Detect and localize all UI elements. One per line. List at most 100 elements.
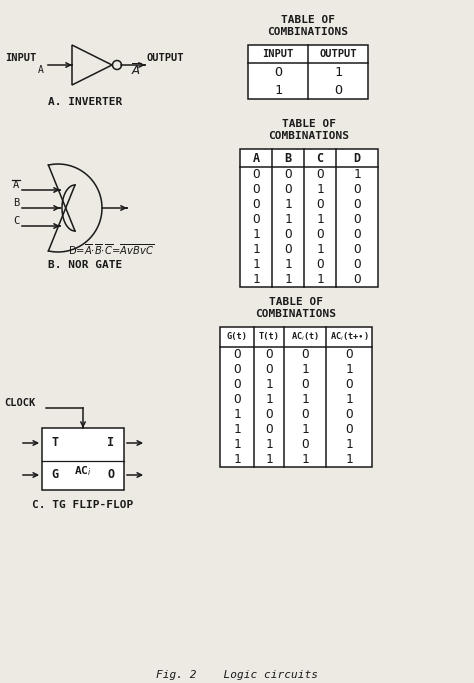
Text: 1: 1 bbox=[316, 273, 324, 286]
Text: AC$_i$(t): AC$_i$(t) bbox=[291, 331, 319, 344]
Text: T: T bbox=[52, 436, 59, 449]
Text: 1: 1 bbox=[265, 393, 273, 406]
Text: O: O bbox=[345, 348, 353, 361]
Text: O: O bbox=[345, 378, 353, 391]
Text: 1: 1 bbox=[284, 198, 292, 211]
Text: TABLE OF: TABLE OF bbox=[282, 119, 336, 129]
Text: O: O bbox=[316, 258, 324, 271]
Text: O: O bbox=[353, 213, 361, 226]
Text: O: O bbox=[252, 198, 260, 211]
Text: O: O bbox=[233, 378, 241, 391]
Text: 1: 1 bbox=[284, 258, 292, 271]
Text: B: B bbox=[284, 152, 292, 165]
Text: 1: 1 bbox=[233, 408, 241, 421]
Text: 1: 1 bbox=[316, 183, 324, 196]
Text: O: O bbox=[316, 228, 324, 241]
Text: 1: 1 bbox=[265, 438, 273, 451]
Text: TABLE OF: TABLE OF bbox=[281, 15, 335, 25]
Text: 1: 1 bbox=[316, 213, 324, 226]
Text: AC$_i$(t+$\bullet$): AC$_i$(t+$\bullet$) bbox=[329, 331, 368, 344]
Text: 1: 1 bbox=[233, 453, 241, 466]
Text: OUTPUT: OUTPUT bbox=[147, 53, 184, 63]
Text: 1: 1 bbox=[274, 83, 282, 96]
Text: 1: 1 bbox=[301, 393, 309, 406]
Text: 1: 1 bbox=[301, 423, 309, 436]
Text: Fig. 2    Logic circuits: Fig. 2 Logic circuits bbox=[156, 670, 318, 680]
Text: 1: 1 bbox=[233, 423, 241, 436]
Text: O: O bbox=[265, 408, 273, 421]
Text: O: O bbox=[252, 168, 260, 181]
Text: 1: 1 bbox=[345, 453, 353, 466]
Text: O: O bbox=[353, 273, 361, 286]
Text: COMBINATIONS: COMBINATIONS bbox=[267, 27, 348, 37]
Text: INPUT: INPUT bbox=[5, 53, 36, 63]
Text: 1: 1 bbox=[345, 438, 353, 451]
Text: O: O bbox=[316, 168, 324, 181]
Text: O: O bbox=[252, 183, 260, 196]
Text: 1: 1 bbox=[316, 243, 324, 256]
Text: O: O bbox=[301, 408, 309, 421]
Text: O: O bbox=[233, 363, 241, 376]
Text: O: O bbox=[274, 66, 282, 79]
Text: 1: 1 bbox=[353, 168, 361, 181]
Text: D: D bbox=[354, 152, 361, 165]
Text: 1: 1 bbox=[284, 273, 292, 286]
Text: A: A bbox=[253, 152, 260, 165]
Bar bbox=[42, 428, 124, 490]
Text: B: B bbox=[13, 198, 19, 208]
Text: O: O bbox=[252, 213, 260, 226]
Text: O: O bbox=[345, 408, 353, 421]
Text: 1: 1 bbox=[284, 213, 292, 226]
Text: TABLE OF: TABLE OF bbox=[269, 297, 323, 307]
Text: G(t): G(t) bbox=[227, 333, 247, 342]
Text: AC$_i$: AC$_i$ bbox=[74, 464, 92, 478]
Text: O: O bbox=[108, 469, 115, 482]
Text: 1: 1 bbox=[252, 228, 260, 241]
Text: O: O bbox=[345, 423, 353, 436]
Text: 1: 1 bbox=[252, 258, 260, 271]
Text: 1: 1 bbox=[265, 453, 273, 466]
Text: A. INVERTER: A. INVERTER bbox=[48, 97, 122, 107]
Text: G: G bbox=[52, 469, 59, 482]
Text: COMBINATIONS: COMBINATIONS bbox=[255, 309, 337, 319]
Text: O: O bbox=[353, 243, 361, 256]
Text: O: O bbox=[301, 438, 309, 451]
Text: O: O bbox=[353, 228, 361, 241]
Text: O: O bbox=[316, 198, 324, 211]
Text: O: O bbox=[301, 348, 309, 361]
Text: T(t): T(t) bbox=[258, 333, 280, 342]
Text: INPUT: INPUT bbox=[263, 49, 293, 59]
Text: O: O bbox=[353, 258, 361, 271]
Text: A: A bbox=[38, 65, 44, 75]
Text: 1: 1 bbox=[345, 363, 353, 376]
Text: OUTPUT: OUTPUT bbox=[319, 49, 357, 59]
Text: 1: 1 bbox=[265, 378, 273, 391]
Text: O: O bbox=[353, 183, 361, 196]
Text: O: O bbox=[265, 348, 273, 361]
Text: COMBINATIONS: COMBINATIONS bbox=[268, 131, 349, 141]
Text: CLOCK: CLOCK bbox=[4, 398, 35, 408]
Text: 1: 1 bbox=[345, 393, 353, 406]
Text: 1: 1 bbox=[301, 453, 309, 466]
Text: O: O bbox=[265, 423, 273, 436]
Text: O: O bbox=[284, 168, 292, 181]
Text: I: I bbox=[108, 436, 115, 449]
Text: 1: 1 bbox=[252, 243, 260, 256]
Text: O: O bbox=[334, 83, 342, 96]
Text: O: O bbox=[233, 348, 241, 361]
Text: C. TG FLIP-FLOP: C. TG FLIP-FLOP bbox=[32, 500, 134, 510]
Text: C: C bbox=[13, 216, 19, 226]
Text: 1: 1 bbox=[252, 273, 260, 286]
Text: 1: 1 bbox=[334, 66, 342, 79]
Text: C: C bbox=[317, 152, 324, 165]
Text: O: O bbox=[265, 363, 273, 376]
Text: O: O bbox=[233, 393, 241, 406]
Text: O: O bbox=[353, 198, 361, 211]
Text: 1: 1 bbox=[233, 438, 241, 451]
Text: O: O bbox=[284, 243, 292, 256]
Text: D=$\overline{A}$$\cdot$$\overline{B}$$\cdot$$\overline{C}$=$\overline{AvBvC}$: D=$\overline{A}$$\cdot$$\overline{B}$$\c… bbox=[68, 242, 154, 257]
Text: O: O bbox=[284, 228, 292, 241]
Bar bbox=[240, 149, 378, 287]
Text: $\overline{A}$: $\overline{A}$ bbox=[131, 62, 142, 78]
Text: O: O bbox=[284, 183, 292, 196]
